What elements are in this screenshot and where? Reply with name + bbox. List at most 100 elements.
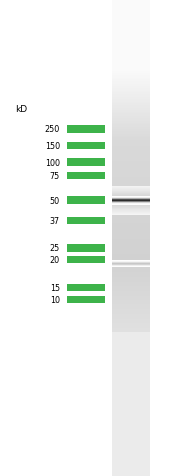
Bar [112, 240, 150, 242]
Bar [112, 71, 150, 72]
Bar [112, 22, 150, 24]
Bar [112, 257, 150, 258]
Bar [112, 402, 150, 404]
Bar [112, 206, 150, 207]
Bar [112, 369, 150, 370]
Bar [112, 101, 150, 102]
Bar [112, 231, 150, 232]
Bar [112, 5, 150, 6]
Bar [112, 464, 150, 466]
Bar [67, 142, 105, 150]
Bar [112, 47, 150, 48]
Bar [112, 232, 150, 233]
Bar [112, 425, 150, 426]
Bar [112, 142, 150, 143]
Bar [112, 306, 150, 307]
Bar [112, 168, 150, 169]
Bar [112, 321, 150, 323]
Bar [112, 421, 150, 423]
Bar [112, 355, 150, 356]
Bar [112, 7, 150, 8]
Bar [112, 381, 150, 382]
Bar [112, 429, 150, 431]
Bar [112, 469, 150, 470]
Bar [112, 13, 150, 14]
Bar [112, 42, 150, 43]
Bar [112, 344, 150, 345]
Bar [112, 389, 150, 390]
Bar [112, 362, 150, 363]
Bar [112, 301, 150, 302]
Bar [112, 291, 150, 293]
Bar [112, 129, 150, 131]
Bar [112, 274, 150, 275]
Bar [112, 416, 150, 418]
Bar [112, 431, 150, 432]
Bar [112, 299, 150, 300]
Bar [112, 15, 150, 17]
Bar [112, 294, 150, 295]
Bar [112, 224, 150, 225]
Bar [112, 198, 150, 199]
Bar [112, 312, 150, 313]
Bar [112, 388, 150, 389]
Bar [112, 278, 150, 280]
Bar [112, 79, 150, 81]
Bar [112, 121, 150, 123]
Bar [112, 250, 150, 251]
Bar [112, 187, 150, 188]
Bar [112, 230, 150, 231]
Bar [112, 408, 150, 409]
Bar [112, 0, 150, 1]
Bar [112, 337, 150, 338]
Bar [112, 44, 150, 45]
Bar [112, 347, 150, 348]
Bar [112, 228, 150, 230]
Bar [112, 467, 150, 469]
Bar [112, 329, 150, 331]
Bar [112, 288, 150, 289]
Bar [112, 1, 150, 2]
Bar [112, 29, 150, 30]
Bar [112, 326, 150, 327]
Bar [112, 350, 150, 351]
Bar [112, 293, 150, 294]
Bar [112, 457, 150, 458]
Bar [112, 323, 150, 324]
Bar [112, 390, 150, 391]
Bar [112, 339, 150, 340]
Bar [112, 48, 150, 49]
Bar [112, 459, 150, 461]
Bar [112, 238, 150, 239]
Bar [112, 444, 150, 445]
Bar [112, 269, 150, 270]
Bar [112, 438, 150, 439]
Bar [112, 202, 150, 204]
Bar [112, 127, 150, 129]
Bar [112, 327, 150, 328]
Bar [112, 420, 150, 421]
Bar [112, 335, 150, 336]
Bar [112, 60, 150, 61]
Text: 150: 150 [45, 142, 60, 150]
Bar [112, 256, 150, 257]
Bar [112, 94, 150, 95]
Bar [112, 31, 150, 32]
Bar [112, 175, 150, 176]
Bar [112, 75, 150, 76]
Bar [112, 55, 150, 56]
Bar [112, 106, 150, 107]
Bar [112, 120, 150, 121]
Bar [112, 325, 150, 326]
Bar [112, 223, 150, 224]
Text: 25: 25 [50, 244, 60, 253]
Bar [112, 302, 150, 304]
Bar [112, 437, 150, 438]
Bar [112, 125, 150, 126]
Bar [112, 263, 150, 264]
Bar [67, 296, 105, 304]
Bar [112, 364, 150, 366]
Text: 10: 10 [50, 296, 60, 304]
Bar [112, 143, 150, 144]
Bar [112, 308, 150, 309]
